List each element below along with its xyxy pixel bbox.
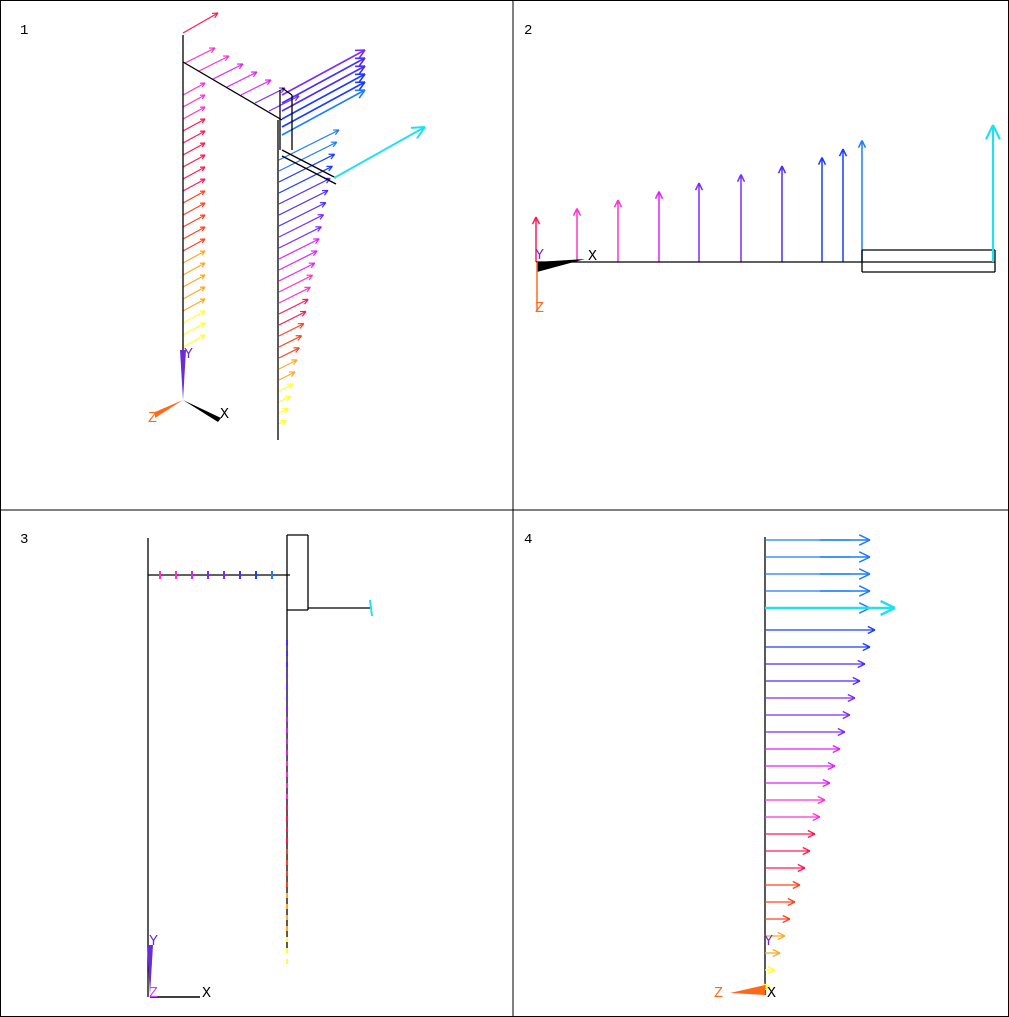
axis-label-x: X (202, 985, 211, 1002)
axis-label-z: Z (714, 985, 723, 1002)
page: {"viewports": [ {"label": "1", "axes": {… (0, 0, 1009, 1017)
axis-label-z: Z (149, 985, 158, 1002)
axis-label-x: X (220, 406, 229, 423)
viewport-number: 3 (20, 532, 28, 548)
axis-label-x: X (588, 248, 597, 265)
viewport-number: 2 (524, 23, 532, 39)
axis-label-z: Z (535, 300, 544, 317)
viewport-window: 1 2 3 4 Y X Z Y X Z Y X Z Y X Z (0, 0, 1009, 1017)
viewport-number: 4 (524, 532, 532, 548)
window-frame (1, 1, 1009, 1017)
axis-label-x: X (767, 985, 776, 1002)
axis-label-y: Y (149, 933, 158, 950)
axis-label-y: Y (535, 247, 544, 264)
axis-label-y: Y (184, 346, 193, 363)
axis-label-z: Z (148, 410, 157, 427)
axis-label-y: Y (764, 933, 773, 950)
viewport-number: 1 (20, 23, 28, 39)
arrow-head (411, 127, 425, 128)
